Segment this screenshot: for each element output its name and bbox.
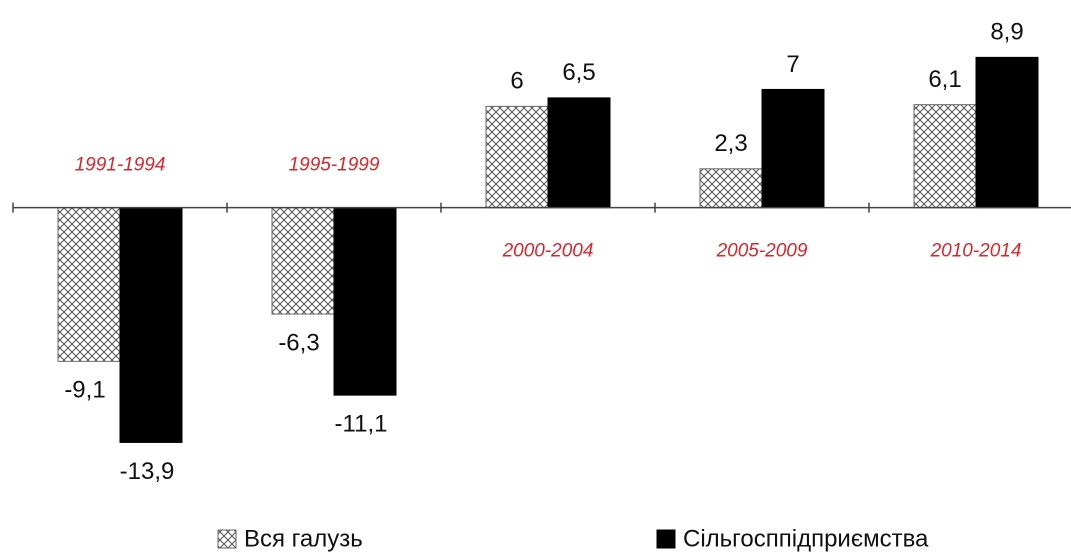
category-label: 1995-1999: [289, 155, 380, 176]
category-label: 2000-2004: [502, 241, 594, 262]
value-label: 7: [786, 51, 799, 78]
bar: [913, 104, 977, 209]
bar: [57, 207, 121, 362]
value-label: -6,3: [278, 329, 319, 356]
legend-swatch: [656, 529, 676, 549]
legend-label: Сільгосппідприємства: [683, 525, 929, 552]
bar: [761, 88, 825, 209]
bar: [333, 207, 397, 396]
bar: [547, 97, 611, 209]
value-label: -11,1: [335, 410, 388, 437]
category-label: 2005-2009: [716, 241, 808, 262]
category-label: 1991-1994: [75, 155, 166, 176]
value-label: 2,3: [714, 130, 747, 157]
value-label: 6: [510, 68, 523, 95]
bar: [485, 105, 549, 209]
value-label: -9,1: [64, 377, 105, 404]
bar: [699, 168, 763, 209]
value-label: -13,9: [120, 458, 175, 485]
bar: [975, 56, 1039, 209]
legend-label: Вся галузь: [244, 525, 363, 552]
legend-swatch: [217, 529, 237, 549]
value-label: 6,5: [562, 59, 595, 86]
value-label: 6,1: [928, 66, 961, 93]
bar: [271, 207, 335, 315]
category-label: 2010-2014: [930, 241, 1022, 262]
value-label: 8,9: [990, 19, 1023, 46]
bar: [119, 207, 183, 443]
